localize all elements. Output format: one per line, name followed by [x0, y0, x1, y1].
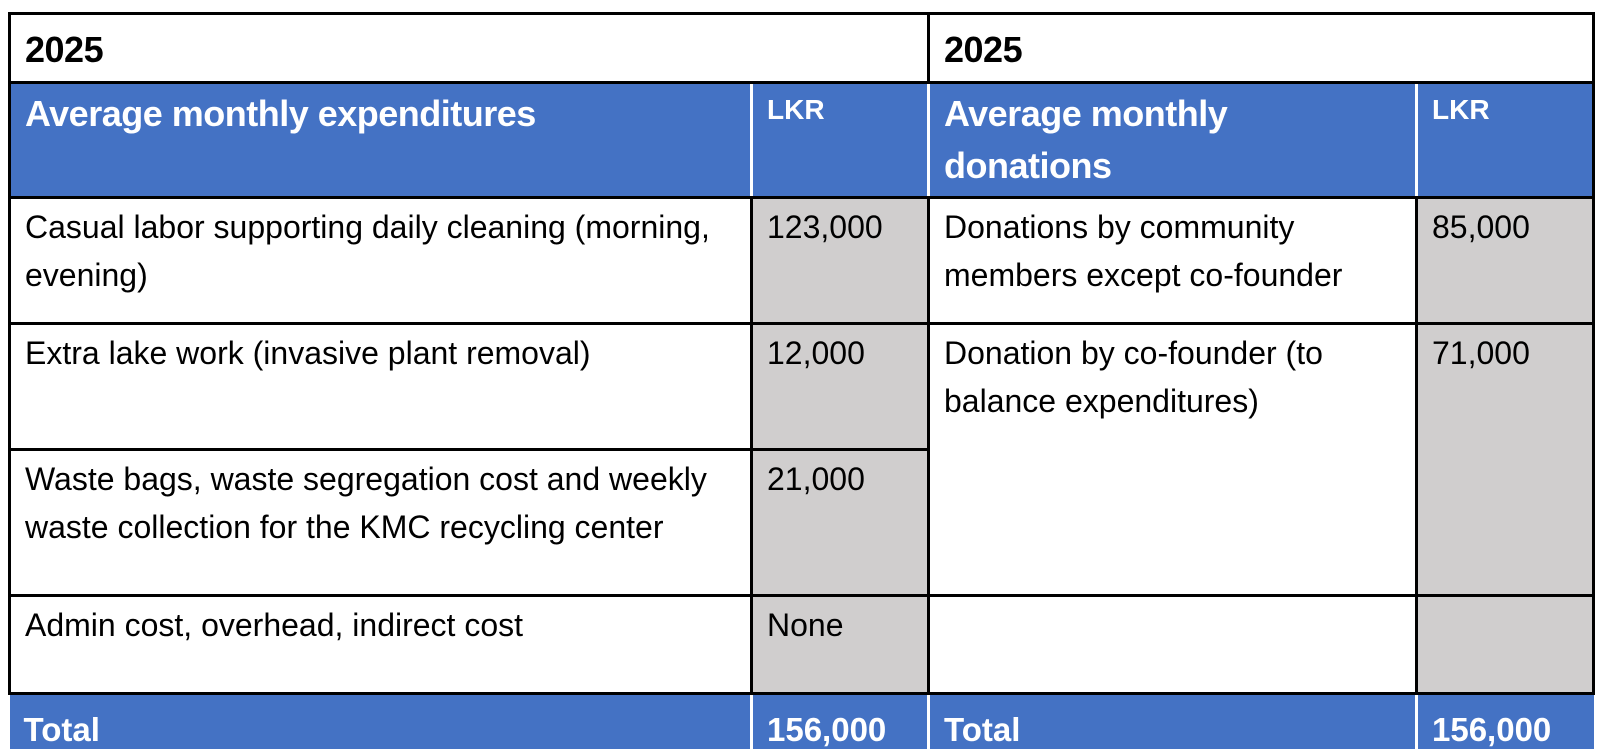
expenditure-value-admin-cost: None	[750, 594, 930, 696]
donation-value-empty	[1415, 594, 1595, 696]
total-row: Total 156,000 Total 156,000	[9, 692, 1594, 749]
donations-unit-header: LKR	[1415, 80, 1595, 200]
donations-total-value: 156,000	[1415, 692, 1594, 749]
donation-label-community-members: Donations by community members except co…	[927, 196, 1418, 326]
table-row: Extra lake work (invasive plant removal)…	[8, 322, 1595, 598]
expenditures-unit-header: LKR	[750, 80, 930, 200]
donation-label-co-founder: Donation by co-founder (to balance expen…	[927, 322, 1418, 598]
year-row: 2025 2025	[8, 12, 1595, 84]
expenditures-header: Average monthly expenditures	[8, 80, 753, 200]
expenditure-value-extra-lake-work: 12,000	[750, 322, 930, 452]
donations-total-label: Total	[927, 692, 1418, 749]
column-header-row: Average monthly expenditures LKR Average…	[8, 80, 1595, 200]
expenditures-total-label: Total	[9, 692, 753, 749]
table-row: Waste bags, waste segregation cost and w…	[8, 448, 1594, 598]
donation-value-community-members: 85,000	[1415, 196, 1595, 326]
budget-comparison-table: 2025 2025 Average monthly expenditures L…	[8, 12, 1595, 749]
expenditure-label-extra-lake-work: Extra lake work (invasive plant removal)	[8, 322, 753, 452]
table-row: Casual labor supporting daily cleaning (…	[8, 196, 1595, 326]
donation-label-empty	[927, 594, 1418, 696]
expenditure-label-waste-bags: Waste bags, waste segregation cost and w…	[8, 448, 753, 598]
donations-header: Average monthly donations	[927, 80, 1418, 200]
donations-year: 2025	[927, 12, 1595, 84]
table-row: Admin cost, overhead, indirect cost None	[8, 594, 1595, 696]
expenditure-value-waste-bags: 21,000	[750, 448, 930, 598]
expenditures-year: 2025	[8, 12, 930, 84]
expenditure-label-casual-labor: Casual labor supporting daily cleaning (…	[8, 196, 753, 326]
expenditure-label-admin-cost: Admin cost, overhead, indirect cost	[8, 594, 753, 696]
expenditure-value-casual-labor: 123,000	[750, 196, 930, 326]
donation-value-co-founder: 71,000	[1415, 322, 1595, 598]
expenditures-total-value: 156,000	[750, 692, 930, 749]
